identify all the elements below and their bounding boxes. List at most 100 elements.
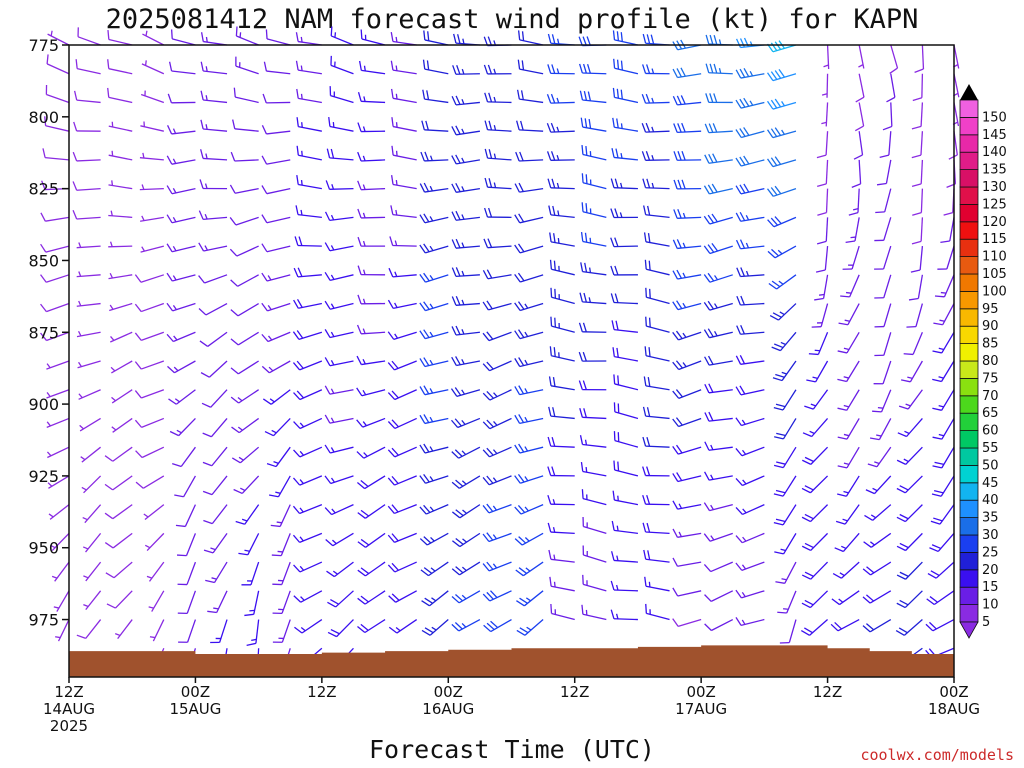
barb-staff	[394, 504, 417, 515]
barb-feather	[391, 145, 394, 156]
wind-barb	[261, 243, 291, 253]
colorbar-swatch	[959, 343, 979, 362]
wind-barb	[704, 383, 733, 394]
wind-barb	[229, 216, 259, 226]
wind-barb	[549, 259, 575, 276]
x-tick-label: 12Z	[54, 683, 83, 701]
wind-barb	[356, 355, 386, 366]
barb-feather	[72, 181, 78, 191]
wind-barb	[231, 446, 260, 464]
barb-feather	[456, 65, 461, 75]
barb-feather	[804, 485, 814, 491]
barb-staff	[677, 561, 702, 567]
barb-half-feather	[141, 215, 145, 221]
barb-half-feather	[812, 376, 818, 379]
wind-barb	[802, 418, 829, 438]
barb-feather	[767, 250, 776, 259]
wind-barb	[40, 212, 70, 222]
barb-feather	[708, 383, 714, 393]
barb-feather	[610, 551, 615, 561]
wind-barb	[140, 121, 164, 132]
barb-staff	[912, 332, 923, 355]
colorbar-swatch	[959, 534, 979, 553]
wind-barb	[356, 387, 386, 397]
wind-barb	[482, 446, 512, 458]
barb-feather	[482, 301, 489, 311]
colorbar-label: 60	[982, 424, 999, 439]
wind-barb	[233, 475, 260, 495]
barb-feather	[614, 237, 619, 247]
terrain-fill	[69, 645, 954, 677]
barb-feather	[296, 330, 304, 339]
barb-feather	[483, 207, 489, 218]
barb-staff	[49, 504, 70, 520]
barb-feather	[552, 205, 556, 216]
barb-half-feather	[172, 128, 177, 134]
barb-feather	[583, 292, 587, 303]
wind-barb	[46, 360, 70, 370]
barb-feather	[423, 473, 430, 483]
barb-staff	[550, 445, 575, 448]
barb-feather	[482, 392, 491, 401]
wind-barb	[932, 389, 955, 411]
barb-feather	[455, 125, 461, 135]
barb-feather	[324, 507, 333, 515]
barb-feather	[735, 386, 742, 396]
wind-barb	[229, 245, 259, 257]
barb-feather	[713, 93, 718, 103]
barb-feather	[293, 421, 301, 429]
barb-half-feather	[300, 626, 306, 632]
barb-half-feather	[493, 153, 497, 159]
barb-half-feather	[745, 270, 750, 277]
barb-feather	[586, 63, 591, 74]
barb-feather	[707, 244, 715, 253]
barb-half-feather	[462, 538, 467, 543]
barb-feather	[642, 466, 647, 476]
barb-half-feather	[330, 214, 335, 221]
wind-barb	[773, 446, 797, 469]
barb-half-feather	[81, 486, 87, 491]
wind-barb	[578, 351, 607, 362]
barb-half-feather	[777, 249, 783, 255]
barb-feather	[899, 485, 909, 491]
barb-feather	[735, 417, 742, 426]
barb-feather	[328, 117, 331, 127]
barb-half-feather	[211, 577, 217, 580]
barb-feather	[419, 214, 426, 224]
wind-barb	[452, 65, 480, 75]
wind-barb	[735, 532, 765, 544]
wind-barb	[230, 331, 259, 346]
barb-feather	[296, 390, 305, 399]
barb-feather	[680, 95, 686, 105]
barb-half-feather	[461, 480, 467, 485]
wind-barb	[324, 414, 354, 424]
barb-feather	[387, 564, 396, 573]
barb-half-feather	[46, 421, 51, 427]
barb-staff	[915, 303, 924, 327]
wind-barb	[767, 127, 797, 139]
wind-barb	[167, 93, 196, 104]
barb-feather	[454, 418, 462, 427]
barb-feather	[166, 302, 174, 312]
barb-half-feather	[330, 245, 335, 251]
barb-feather	[387, 362, 395, 371]
wind-barb	[581, 489, 607, 506]
barb-feather	[707, 184, 714, 194]
barb-half-feather	[331, 508, 336, 514]
barb-half-feather	[173, 366, 179, 372]
y-tick-label: 875	[28, 323, 59, 342]
barb-feather	[40, 243, 47, 253]
wind-barb	[139, 184, 164, 191]
colorbar-swatch	[959, 430, 979, 449]
wind-barb	[203, 532, 228, 554]
barb-feather	[324, 444, 331, 454]
barb-feather	[297, 267, 303, 277]
wind-barb	[324, 300, 354, 310]
wind-barb	[823, 44, 830, 70]
barb-half-feather	[82, 516, 88, 521]
barb-feather	[802, 432, 813, 438]
barb-half-feather	[714, 331, 718, 337]
barb-half-feather	[46, 363, 51, 369]
barb-staff	[709, 475, 733, 481]
barb-feather	[515, 569, 524, 577]
